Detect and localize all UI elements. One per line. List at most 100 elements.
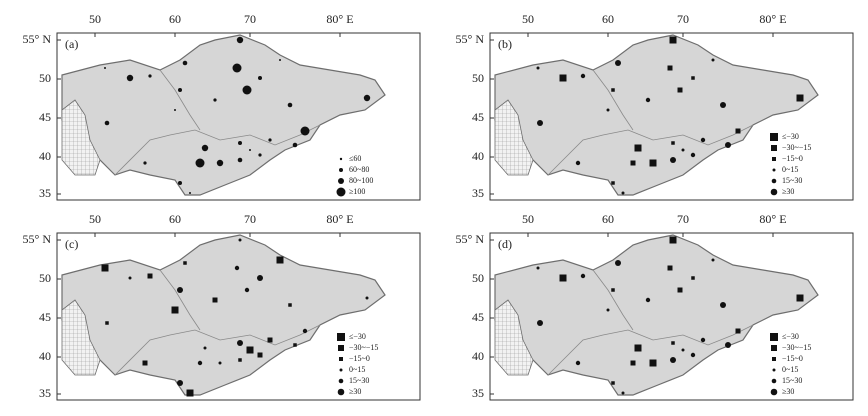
station-marker — [735, 128, 741, 134]
lon-tick-label: 60 — [602, 212, 614, 226]
station-marker — [212, 297, 218, 303]
lat-tick-label: 50 — [39, 271, 51, 285]
lat-tick-label: 45 — [39, 110, 51, 124]
station-marker — [691, 76, 695, 80]
station-marker — [182, 60, 188, 66]
station-marker — [796, 94, 804, 102]
legend-label: 80~100 — [349, 176, 373, 185]
station-marker — [189, 192, 191, 194]
station-marker — [244, 287, 250, 293]
station-marker — [258, 76, 262, 80]
legend-symbol — [771, 378, 777, 384]
station-marker — [237, 157, 243, 163]
station-marker — [195, 158, 205, 168]
station-marker — [690, 352, 696, 358]
station-marker — [615, 260, 621, 266]
station-marker — [621, 191, 625, 195]
lon-tick-label: 60 — [169, 212, 181, 226]
station-marker — [174, 109, 176, 111]
station-marker — [143, 161, 147, 165]
legend-symbol — [770, 188, 778, 196]
station-marker — [645, 97, 651, 103]
station-marker — [197, 360, 203, 366]
lon-tick-label: 70 — [244, 12, 256, 26]
station-marker — [681, 348, 685, 352]
station-marker — [257, 275, 263, 281]
station-marker — [178, 88, 182, 92]
panel-label: (b) — [498, 37, 512, 51]
station-marker — [365, 296, 369, 300]
map-panel: 50 60 70 80° E 55° N 50 45 40 35 (c) ≤−30 −30~−15 −1… — [23, 212, 421, 401]
panel-label: (d) — [498, 237, 512, 251]
lon-tick-label: 50 — [522, 12, 534, 26]
station-marker — [105, 321, 109, 325]
lat-tick-label: 55° N — [456, 32, 485, 46]
station-marker — [634, 344, 642, 352]
legend-label: −30~−15 — [349, 343, 378, 352]
lon-tick-label: 60 — [602, 12, 614, 26]
station-marker — [711, 258, 715, 262]
lat-tick-label: 35 — [39, 386, 51, 400]
lat-tick-label: 35 — [472, 186, 484, 200]
legend-symbol — [772, 157, 776, 161]
station-marker — [720, 102, 726, 108]
legend-symbol — [770, 388, 778, 396]
legend-label: ≥30 — [349, 387, 361, 396]
legend-label: 15~30 — [782, 376, 802, 385]
legend-label: −15~0 — [782, 354, 803, 363]
station-marker — [171, 306, 179, 314]
legend-label: ≥30 — [782, 387, 794, 396]
station-marker — [671, 341, 675, 345]
legend-symbol — [336, 187, 346, 197]
legend-symbol — [338, 378, 344, 384]
panel-label: (a) — [65, 37, 78, 51]
legend-label: ≤−30 — [782, 332, 799, 341]
map-panel: 50 60 70 80° E 55° N 50 45 40 35 (b) ≤−30 −30~−15 −1… — [456, 12, 854, 201]
legend-symbol — [772, 357, 776, 361]
station-marker — [201, 144, 209, 152]
legend-label: ≤−30 — [349, 332, 366, 341]
station-marker — [691, 276, 695, 280]
lon-tick-label: 50 — [89, 212, 101, 226]
station-marker — [293, 343, 297, 347]
station-marker — [559, 74, 567, 82]
legend-symbol — [339, 368, 343, 372]
station-marker — [611, 381, 615, 385]
lat-tick-label: 50 — [472, 71, 484, 85]
station-marker — [292, 142, 298, 148]
legend-symbol — [339, 357, 343, 361]
station-marker — [575, 360, 581, 366]
lon-tick-label: 70 — [244, 212, 256, 226]
station-marker — [606, 308, 610, 312]
station-marker — [258, 153, 262, 157]
station-marker — [142, 360, 148, 366]
station-marker — [267, 337, 273, 343]
lat-tick-label: 40 — [39, 149, 51, 163]
station-marker — [177, 380, 183, 386]
legend-symbol — [772, 368, 776, 372]
lat-tick-label: 55° N — [23, 232, 52, 246]
lon-tick-label: 80° E — [759, 212, 786, 226]
station-marker — [667, 265, 673, 271]
station-marker — [671, 141, 675, 145]
station-marker — [536, 66, 540, 70]
legend-label: 60~80 — [349, 165, 369, 174]
station-marker — [615, 60, 621, 66]
legend-symbol — [771, 345, 777, 351]
station-marker — [611, 88, 615, 92]
station-marker — [630, 360, 636, 366]
lat-tick-label: 40 — [472, 349, 484, 363]
legend-symbol — [338, 178, 344, 184]
station-marker — [126, 74, 134, 82]
station-marker — [670, 357, 676, 363]
station-marker — [621, 391, 625, 395]
station-marker — [670, 157, 676, 163]
lon-tick-label: 80° E — [326, 212, 353, 226]
legend-label: ≤−30 — [782, 132, 799, 141]
lat-tick-label: 40 — [39, 349, 51, 363]
station-marker — [148, 74, 152, 78]
legend-symbol — [339, 157, 343, 161]
station-marker — [128, 276, 132, 280]
station-marker — [580, 73, 586, 79]
station-marker — [242, 85, 252, 95]
